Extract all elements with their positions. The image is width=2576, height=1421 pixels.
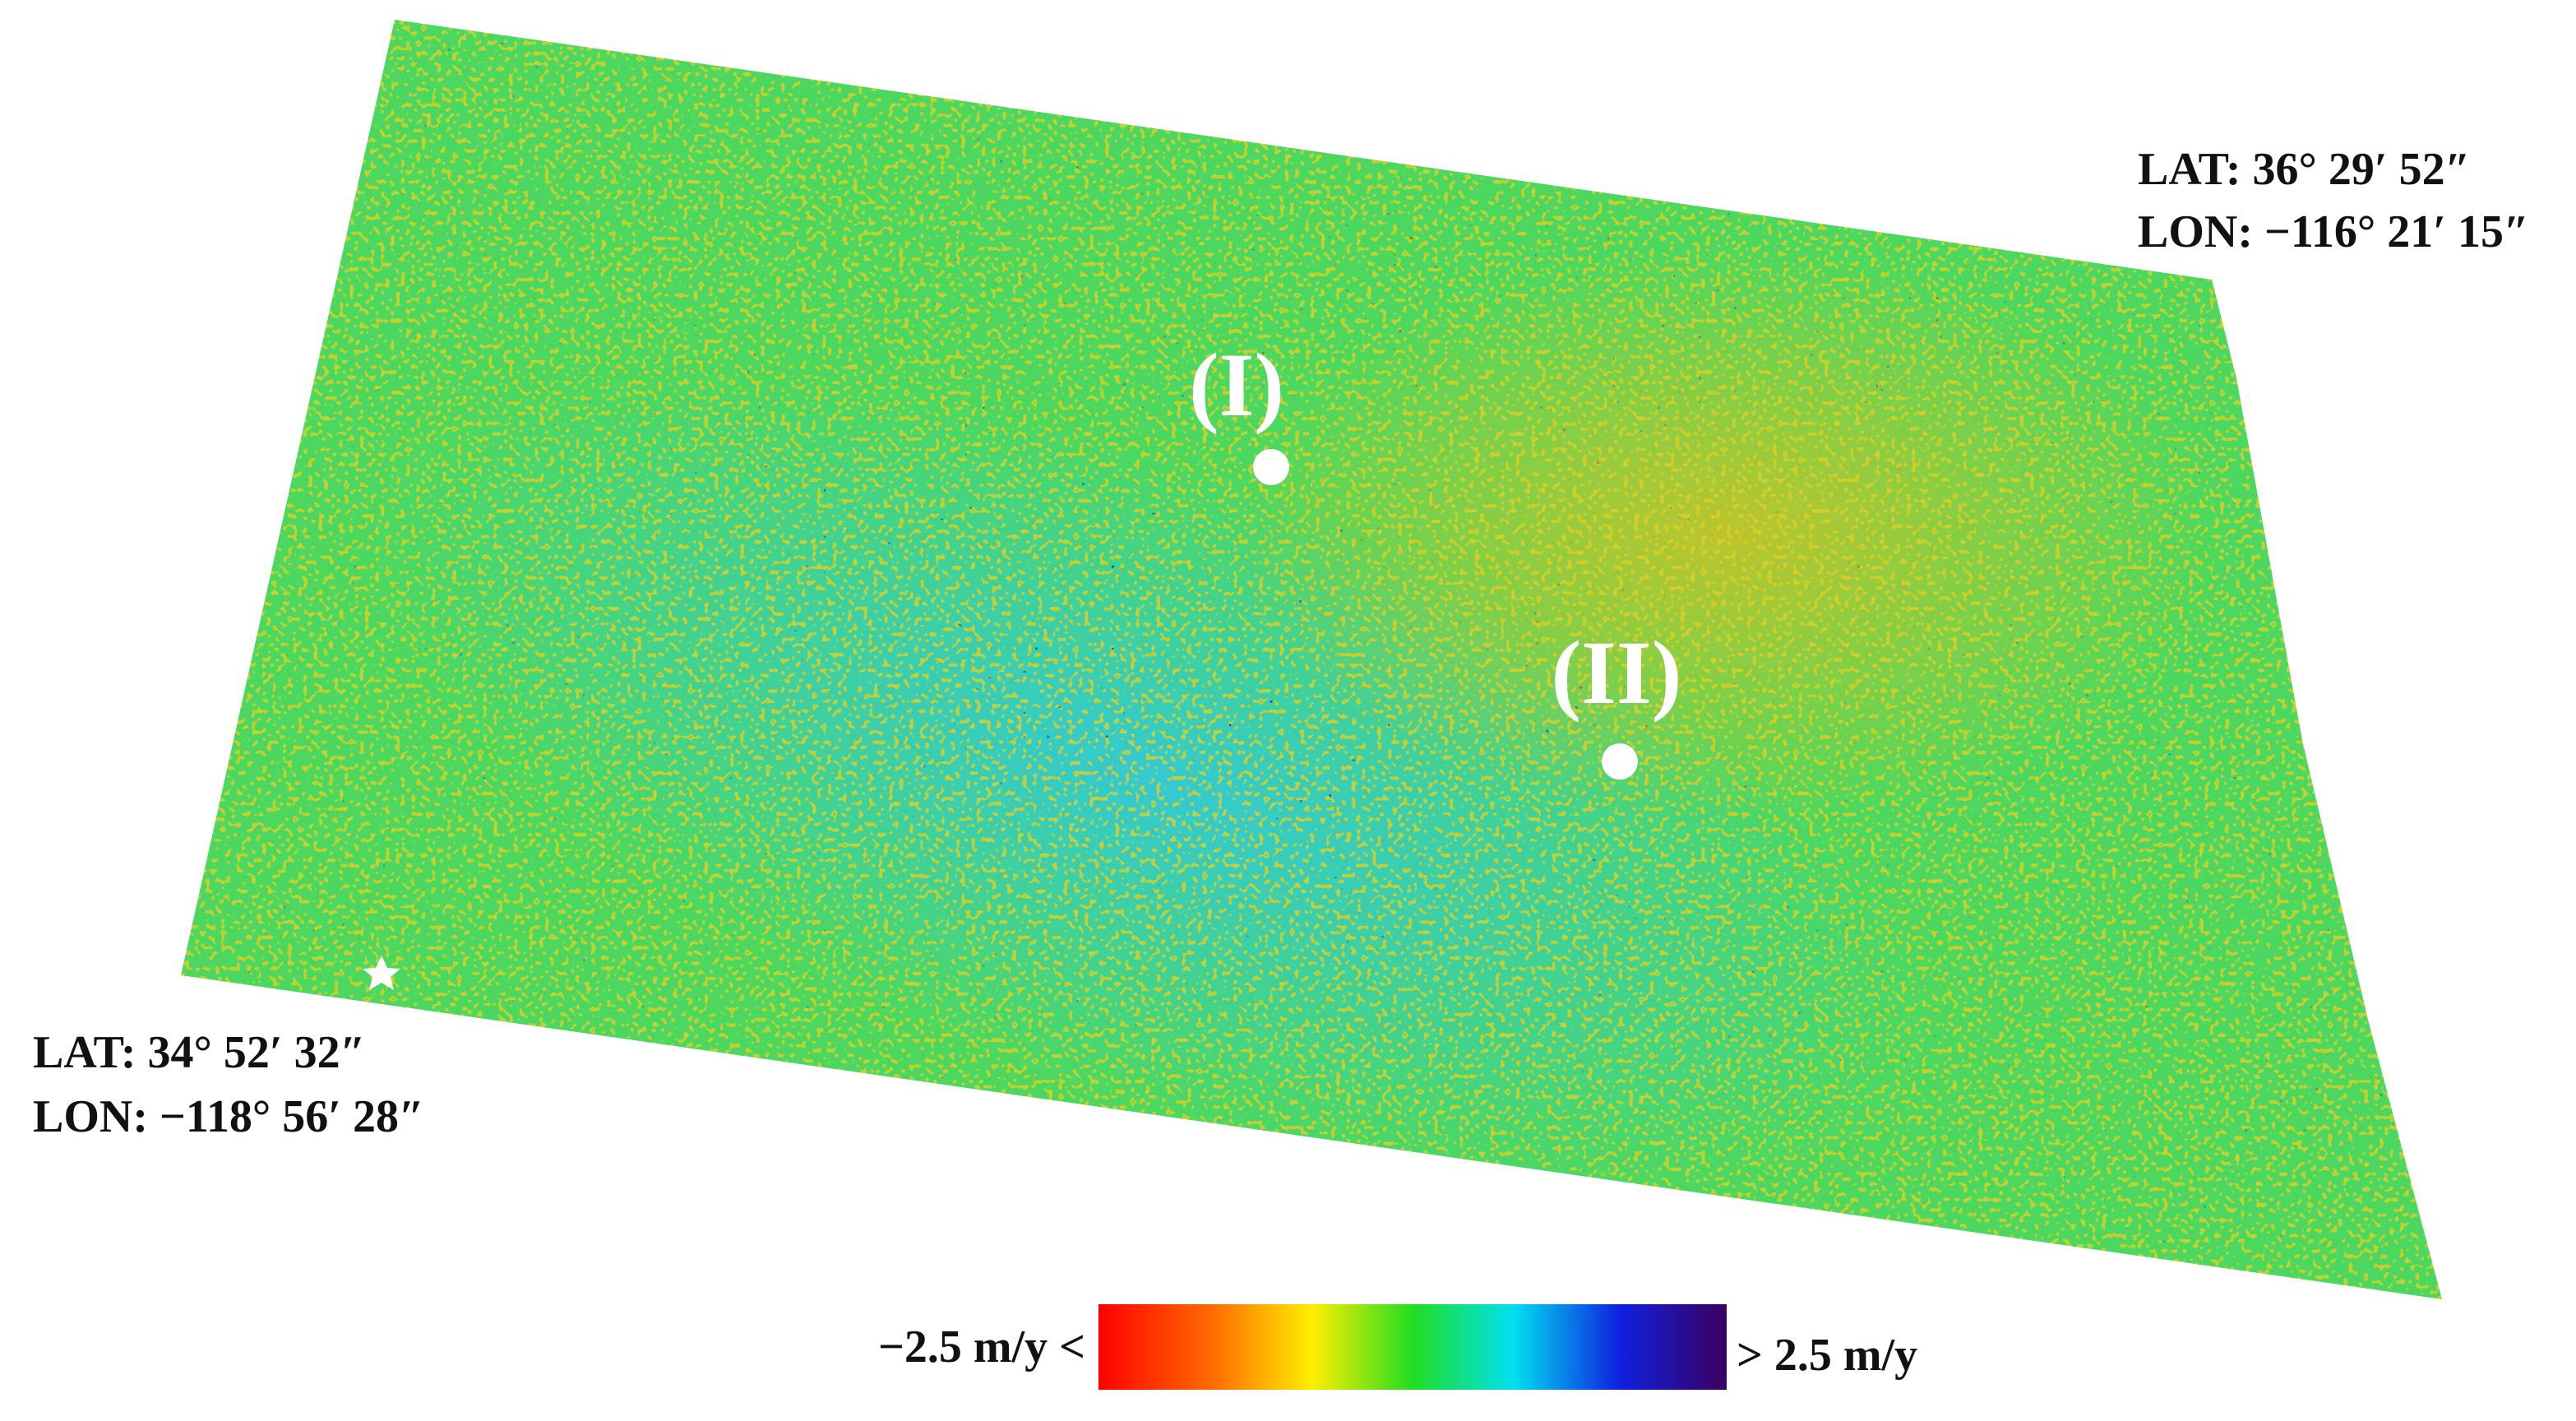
corner-lon: LON: −118° 56′ 28″ <box>33 1091 424 1142</box>
colorbar <box>1098 1304 1727 1390</box>
site-label: (II) <box>1552 623 1682 723</box>
colorbar-high-label: > 2.5 m/y <box>1737 1330 1917 1381</box>
colorbar-low-label: −2.5 m/y < <box>878 1321 1085 1372</box>
corner-lat: LAT: 36° 29′ 52″ <box>2138 144 2471 195</box>
site-marker <box>1253 449 1289 485</box>
reference-star <box>363 956 400 990</box>
corner-lat: LAT: 34° 52′ 32″ <box>33 1027 366 1078</box>
site-label: (I) <box>1189 335 1284 435</box>
corner-lon: LON: −116° 21′ 15″ <box>2138 206 2529 257</box>
site-marker <box>1602 743 1638 780</box>
